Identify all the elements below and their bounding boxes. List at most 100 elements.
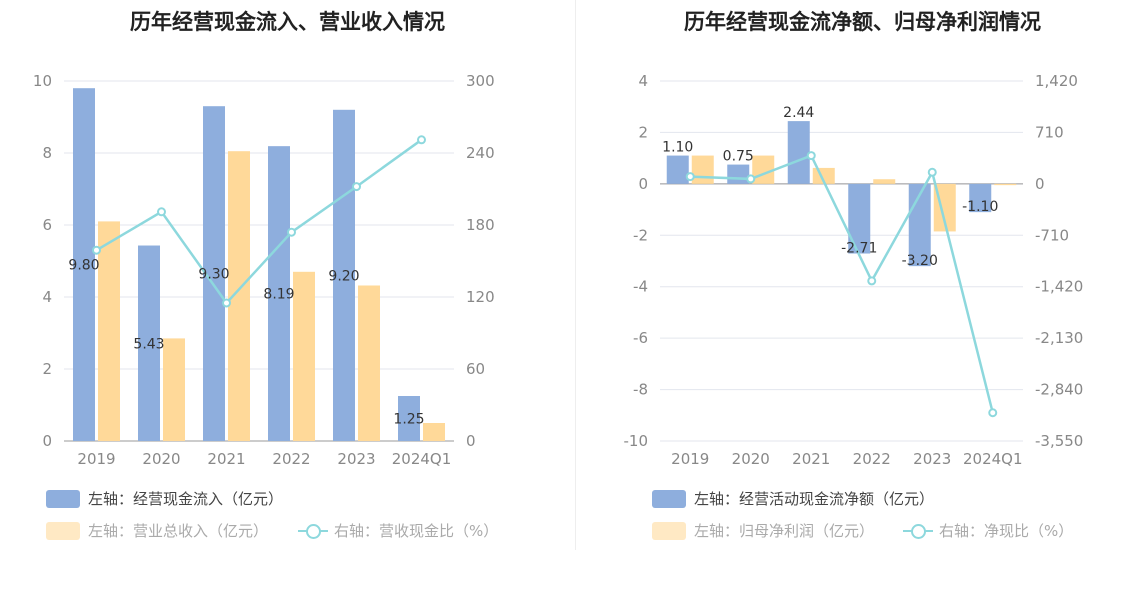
- x-tick-label: 2023: [337, 450, 375, 468]
- x-tick-label: 2022: [272, 450, 310, 468]
- y-left-tick-label: 0: [42, 432, 52, 450]
- x-tick-label: 2021: [207, 450, 245, 468]
- y-right-tick-label: -2,840: [1035, 381, 1083, 399]
- bar-data-label: 9.20: [328, 268, 359, 284]
- x-tick-label: 2021: [792, 450, 830, 468]
- legend-item-revenue[interactable]: 左轴：营业总收入（亿元）: [46, 520, 268, 541]
- line-series: [690, 154, 994, 414]
- legend-item-cash-ratio[interactable]: 右轴：营收现金比（%）: [298, 520, 498, 541]
- legend-label: 右轴：净现比（%）: [939, 522, 1074, 540]
- legend-label: 左轴：营业总收入（亿元）: [88, 522, 269, 540]
- line-point: [92, 245, 101, 255]
- y-right-tick-label: 60: [466, 360, 485, 378]
- bar-secondary: [691, 155, 714, 184]
- y-left-tick-label: -4: [633, 278, 648, 296]
- bar-data-label: 1.10: [662, 140, 693, 156]
- bar-data-label: 0.75: [723, 149, 754, 165]
- y-left-tick-label: -10: [624, 432, 649, 450]
- bar-primary: [268, 146, 290, 441]
- legend-swatch-blue: [46, 489, 80, 508]
- line-point: [746, 174, 756, 184]
- legend-swatch-orange: [46, 521, 80, 540]
- line-point: [222, 298, 231, 308]
- legend-swatch-blue: [652, 489, 686, 508]
- x-tick-label: 2024Q1: [963, 450, 1023, 468]
- panel-divider: [575, 0, 576, 550]
- line-point: [988, 408, 998, 418]
- x-tick-label: 2023: [913, 450, 951, 468]
- y-right-tick-label: -3,550: [1035, 432, 1083, 450]
- legend-item-net-cash[interactable]: 左轴：经营活动现金流净额（亿元）: [652, 488, 934, 509]
- x-tick-label: 2020: [732, 450, 770, 468]
- line-point: [867, 276, 877, 286]
- y-left-tick-label: 6: [42, 216, 52, 234]
- legend-item-net-cash-ratio[interactable]: 右轴：净现比（%）: [903, 520, 1073, 541]
- bar-primary: [727, 164, 750, 184]
- bar-secondary: [423, 423, 445, 441]
- y-left-tick-label: 2: [42, 360, 52, 378]
- bar-secondary: [293, 271, 315, 441]
- y-right-tick-label: 300: [466, 72, 495, 90]
- bar-secondary: [873, 179, 896, 184]
- y-left-tick-label: 4: [638, 72, 648, 90]
- line-point: [417, 135, 426, 145]
- y-left-tick-label: -8: [633, 381, 648, 399]
- y-right-tick-label: 180: [466, 216, 495, 234]
- bar-data-label: 2.44: [783, 105, 814, 121]
- bar-primary: [138, 245, 160, 441]
- line-point: [157, 207, 166, 217]
- line-point: [927, 167, 937, 177]
- bar-secondary: [752, 155, 775, 184]
- bar-primary: [666, 155, 689, 184]
- legend-label: 左轴：经营活动现金流净额（亿元）: [694, 490, 935, 508]
- bar-secondary: [358, 285, 380, 441]
- y-right-tick-label: -1,420: [1035, 278, 1083, 296]
- chart-title: 历年经营现金流净额、归母净利润情况: [684, 10, 1041, 34]
- bar-secondary: [163, 338, 185, 441]
- legend-item-cash-inflow[interactable]: 左轴：经营现金流入（亿元）: [46, 488, 283, 509]
- y-right-tick-label: 0: [466, 432, 476, 450]
- y-right-tick-label: 710: [1035, 123, 1064, 141]
- chart-plot-cash-inflow: 0 2 4 6 8 10 0 60 120 180 240 300 2019 2020 2021 2022 20…: [33, 72, 495, 468]
- legend-item-net-profit[interactable]: 左轴：归母净利润（亿元）: [652, 520, 874, 541]
- bar-primary: [848, 183, 871, 254]
- y-right-tick-label: 1,420: [1035, 72, 1078, 90]
- bar-secondary: [98, 221, 120, 441]
- bar-data-label: 8.19: [263, 287, 294, 303]
- chart-panel-cash-inflow: 历年经营现金流入、营业收入情况 0 2 4 6 8 10 0 60 120 180 240 300 20…: [33, 10, 498, 541]
- legend-swatch-orange: [652, 521, 686, 540]
- legend-line-icon: [298, 522, 328, 540]
- y-right-tick-label: -2,130: [1035, 329, 1083, 347]
- y-left-tick-label: -2: [633, 226, 648, 244]
- bar-data-label: 9.80: [68, 258, 99, 274]
- y-left-tick-label: 2: [638, 123, 648, 141]
- legend-label: 左轴：经营现金流入（亿元）: [88, 490, 284, 508]
- x-tick-label: 2022: [853, 450, 891, 468]
- line-series: [95, 138, 423, 305]
- chart-plot-net-cash: -10 -8 -6 -4 -2 0 2 4 -3,550 -2,840 -2,130 -1,420 -7…: [624, 72, 1084, 468]
- bar-secondary: [994, 183, 1017, 186]
- line-point: [287, 227, 296, 237]
- y-left-tick-label: 0: [638, 175, 648, 193]
- y-right-tick-label: 120: [466, 288, 495, 306]
- x-tick-label: 2019: [77, 450, 115, 468]
- bar-data-label: -1.10: [962, 199, 998, 215]
- x-tick-label: 2020: [142, 450, 180, 468]
- chart-panel-net-cash: 历年经营现金流净额、归母净利润情况 -10 -8 -6 -4 -2 0 2 4 -3,550 -2…: [577, 0, 1148, 589]
- legend-label: 右轴：营收现金比（%）: [334, 522, 499, 540]
- y-left-tick-label: 4: [42, 288, 52, 306]
- bar-data-label: -2.71: [841, 241, 877, 257]
- bar-primary: [203, 106, 225, 441]
- x-tick-label: 2024Q1: [392, 450, 452, 468]
- y-left-tick-label: 10: [33, 72, 52, 90]
- y-right-tick-label: 240: [466, 144, 495, 162]
- bar-primary: [398, 396, 420, 441]
- y-left-tick-label: 8: [42, 144, 52, 162]
- bar-data-label: -3.20: [902, 253, 938, 269]
- legend-line-icon: [903, 522, 933, 540]
- y-left-tick-label: -6: [633, 329, 648, 347]
- line-point: [806, 151, 816, 161]
- y-right-tick-label: 0: [1035, 175, 1045, 193]
- line-point: [352, 182, 361, 192]
- bar-primary: [969, 183, 992, 213]
